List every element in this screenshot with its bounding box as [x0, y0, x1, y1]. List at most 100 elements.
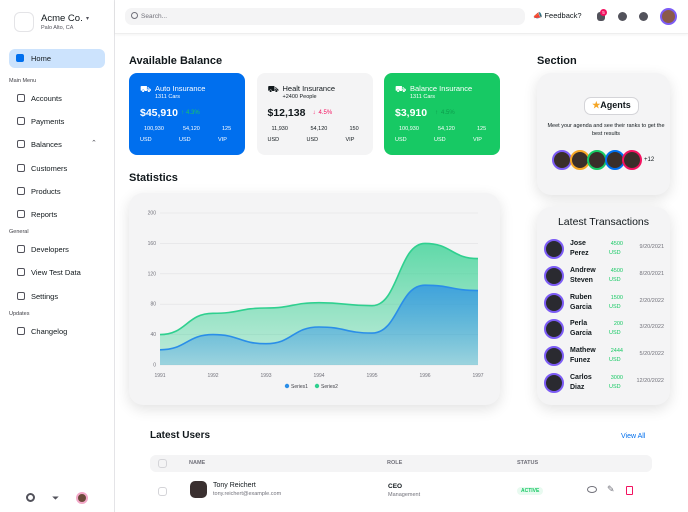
settings-icon[interactable] — [26, 493, 35, 502]
series-line — [159, 242, 479, 336]
stat-unit: VIP — [218, 137, 227, 143]
transactions-title: Latest Transactions — [557, 216, 650, 228]
nav-label[interactable]: Payments — [31, 117, 65, 127]
balance-title: Available Balance — [129, 55, 223, 67]
table-header: NAME ROLE STATUS — [150, 455, 652, 472]
tx-unit: USD — [609, 303, 621, 310]
delete-icon[interactable] — [626, 486, 633, 495]
github[interactable] — [639, 12, 648, 21]
y-tick-label: 160 — [148, 241, 157, 247]
tx-amount: 4500 — [610, 241, 623, 247]
tx-date: 8/20/2021 — [639, 270, 664, 277]
nav-item[interactable]: Payments — [9, 115, 105, 131]
nav-icon — [17, 117, 25, 126]
chevron: ⌃ — [91, 140, 97, 148]
card-arrow: ↑ — [181, 110, 184, 116]
section-title: Section — [537, 55, 577, 67]
agents-button[interactable]: ★Agents — [584, 97, 639, 115]
search[interactable]: Search... — [125, 8, 525, 25]
nav-item[interactable]: Products — [9, 185, 105, 201]
nav-section-label: Updates — [9, 310, 30, 317]
nav-label[interactable]: Customers — [31, 163, 68, 173]
legend-label: Series1 — [291, 384, 308, 390]
x-tick-label: 1995 — [366, 373, 377, 379]
home-item[interactable]: Home — [9, 49, 105, 68]
view-icon[interactable] — [587, 486, 597, 493]
nav-item[interactable]: Balances ⌃ — [9, 138, 105, 154]
nav-icon — [17, 94, 25, 102]
tx-avatar — [544, 319, 564, 340]
series-line — [159, 284, 479, 351]
feedback[interactable]: 📣 Feedback? — [533, 11, 582, 20]
filter-icon[interactable]: ⏷ — [52, 493, 60, 503]
y-tick-label: 0 — [153, 363, 156, 369]
user-team: Management — [388, 492, 421, 498]
agents-label[interactable]: Agents — [600, 100, 631, 110]
badge: 5 — [600, 9, 607, 16]
nav-icon — [17, 245, 25, 254]
nav-label[interactable]: Reports — [31, 210, 58, 219]
card-name: Auto Insurance — [155, 84, 206, 93]
tx-avatar — [544, 239, 564, 259]
nav-home[interactable]: Home — [31, 54, 52, 63]
nav-label[interactable]: View Test Data — [31, 268, 81, 278]
bell[interactable] — [597, 12, 605, 21]
y-tick-label: 40 — [150, 332, 156, 338]
legend-label: Series2 — [321, 384, 338, 390]
col-name[interactable]: NAME — [189, 460, 206, 466]
nav-item[interactable]: Customers — [9, 162, 105, 178]
stat-value: 54,120 — [183, 126, 200, 132]
users-title: Latest Users — [150, 430, 211, 441]
search-placeholder[interactable]: Search... — [141, 13, 168, 20]
tx-unit: USD — [609, 357, 621, 364]
legend-marker — [314, 383, 320, 389]
card-name: Healt Insurance — [282, 84, 336, 93]
nav-item[interactable]: Changelog — [9, 325, 105, 341]
tx-amount: 2444 — [610, 348, 623, 355]
series-area — [160, 285, 478, 365]
x-tick-label: 1993 — [260, 373, 271, 379]
stat-unit: USD — [434, 137, 446, 143]
agents-card: ★Agents Meet your agenda and see their r… — [537, 73, 670, 195]
nav-label[interactable]: Changelog — [31, 326, 68, 336]
help[interactable] — [618, 12, 627, 21]
nav-icon — [17, 326, 25, 335]
nav-icon — [17, 163, 25, 172]
user-avatar[interactable] — [76, 492, 88, 504]
tx-last: Garcia — [570, 303, 592, 311]
nav-item[interactable]: View Test Data — [9, 266, 105, 282]
tx-last: Diaz — [570, 384, 585, 391]
nav-label[interactable]: Products — [31, 186, 61, 196]
agents-more: +12 — [644, 157, 655, 163]
card-change: 4.3% — [186, 110, 200, 116]
x-tick-label: 1996 — [419, 373, 430, 379]
edit-icon[interactable]: ✎ — [607, 484, 615, 494]
tx-first: Jose — [570, 240, 586, 247]
nav-item[interactable]: Settings — [9, 290, 105, 306]
nav-label[interactable]: Developers — [31, 245, 69, 255]
col-status[interactable]: STATUS — [517, 460, 539, 466]
view-all[interactable]: View All — [621, 433, 646, 440]
stat-value: 11,930 — [271, 126, 288, 132]
nav-label[interactable]: Settings — [31, 291, 59, 301]
tx-first: Andrew — [570, 266, 596, 274]
profile[interactable] — [660, 8, 677, 25]
row-check[interactable] — [158, 487, 167, 496]
topbar: Search... 📣 Feedback? 5 — [115, 0, 688, 34]
col-role[interactable]: ROLE — [387, 460, 403, 466]
tx-date: 2/20/2022 — [639, 297, 664, 304]
tx-unit: USD — [609, 276, 621, 283]
nav-label[interactable]: Accounts — [31, 94, 62, 103]
y-tick-label: 80 — [150, 302, 156, 308]
nav-item[interactable]: Reports — [9, 208, 105, 224]
transactions-card: Latest Transactions Jose Perez 4500 USD 9/20… — [537, 207, 670, 405]
nav-item[interactable]: Developers — [9, 243, 105, 259]
tx-amount: 1500 — [610, 294, 623, 301]
stat-value: 125 — [222, 126, 232, 132]
brand-chevron[interactable]: ▾ — [86, 16, 90, 22]
nav-label[interactable]: Balances — [31, 140, 62, 150]
tx-first: Ruben — [570, 293, 592, 301]
nav-item[interactable]: Accounts — [9, 92, 105, 108]
feedback-text[interactable]: Feedback? — [544, 11, 582, 20]
brand-name[interactable]: Acme Co. — [41, 13, 83, 24]
